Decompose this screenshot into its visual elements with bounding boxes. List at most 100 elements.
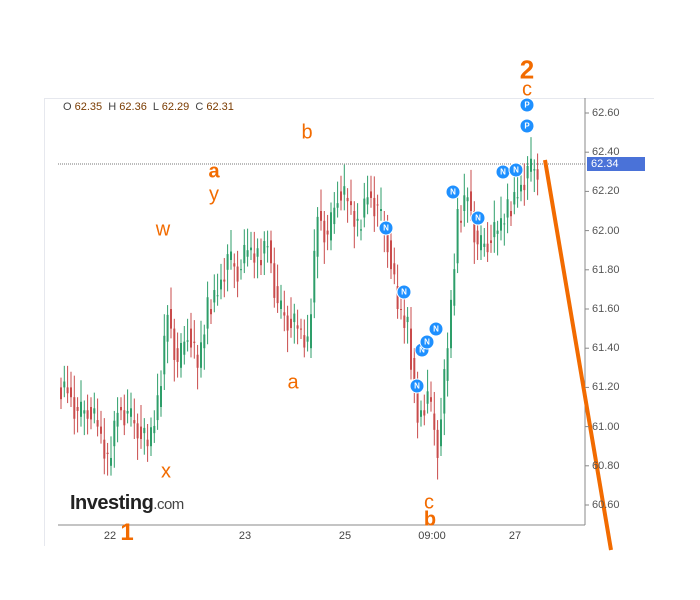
candle-body xyxy=(356,218,359,221)
candle-body xyxy=(483,243,486,247)
news-marker[interactable]: N xyxy=(508,162,524,178)
candle-body xyxy=(396,286,399,309)
news-marker[interactable]: N xyxy=(445,184,461,200)
candle-body xyxy=(290,318,292,328)
candle-body xyxy=(416,387,419,423)
wave-label: c xyxy=(424,491,434,514)
wave-label: 1 xyxy=(120,519,134,546)
candle-body xyxy=(430,397,432,402)
candle-body xyxy=(276,286,279,304)
candle-body xyxy=(66,387,69,394)
candle-body xyxy=(330,212,332,241)
candle-body xyxy=(63,381,66,388)
candle-body xyxy=(360,229,362,231)
candle-body xyxy=(433,413,436,430)
wave-label: a xyxy=(287,371,299,394)
candle-body xyxy=(320,211,322,221)
candle-body xyxy=(420,410,422,417)
candle-body xyxy=(70,387,72,398)
candle-body xyxy=(346,197,349,202)
candle-body xyxy=(76,407,79,411)
wave-label: a xyxy=(208,160,220,183)
x-tick-label: 27 xyxy=(508,530,522,542)
candle-body xyxy=(80,401,82,417)
x-tick-label: 23 xyxy=(238,530,252,542)
candle-body xyxy=(100,426,102,434)
wave-label: c xyxy=(522,78,532,101)
ohlc-readout: O 62.35 H 62.36 L 62.29 C 62.31 xyxy=(63,101,234,113)
candle-body xyxy=(520,184,522,192)
candle-body xyxy=(393,263,396,275)
candle-body xyxy=(470,191,472,211)
y-tick-label: 60.80 xyxy=(592,459,620,472)
candle-body xyxy=(206,297,209,329)
candle-body xyxy=(373,197,376,217)
candle-body xyxy=(250,247,252,251)
candle-body xyxy=(176,348,179,362)
candle-body xyxy=(513,192,516,205)
y-tick-label: 60.60 xyxy=(592,499,620,511)
candle-body xyxy=(153,425,156,434)
candle-body xyxy=(170,309,172,329)
candle-body xyxy=(113,420,116,447)
news-marker[interactable]: N xyxy=(470,210,486,226)
x-tick-label: 25 xyxy=(338,530,352,542)
candle-body xyxy=(533,169,536,171)
chart-top-border xyxy=(44,98,654,99)
candle-body xyxy=(316,216,319,257)
candle-body xyxy=(183,341,186,355)
news-marker[interactable]: N xyxy=(419,334,435,350)
candle-body xyxy=(406,316,409,323)
candle-body xyxy=(300,328,302,330)
candle-body xyxy=(216,295,219,297)
candle-body xyxy=(96,420,99,427)
candle-body xyxy=(503,223,506,225)
investing-logo: Investing.com xyxy=(70,492,184,514)
news-marker[interactable]: N xyxy=(378,220,394,236)
candle-body xyxy=(473,211,476,243)
candle-body xyxy=(390,240,392,270)
candle-body xyxy=(283,312,286,316)
candle-body xyxy=(326,230,329,235)
candle-body xyxy=(476,230,479,245)
candle-body xyxy=(480,235,482,251)
wave-label: y xyxy=(209,183,219,206)
candle-body xyxy=(156,395,159,421)
candle-body xyxy=(313,250,316,303)
y-tick-label: 61.80 xyxy=(592,263,620,276)
candle-body xyxy=(426,391,429,404)
candle-body xyxy=(256,248,259,257)
candle-body xyxy=(140,426,142,440)
candle-body xyxy=(230,251,232,260)
candle-body xyxy=(240,269,242,271)
news-marker[interactable]: P xyxy=(519,118,535,134)
news-marker[interactable]: N xyxy=(396,284,412,300)
candle-body xyxy=(310,314,312,349)
candle-body xyxy=(443,369,446,414)
news-marker[interactable]: N xyxy=(428,321,444,337)
candle-body xyxy=(466,197,469,202)
candle-body xyxy=(116,412,119,427)
candle-body xyxy=(90,407,92,420)
candle-body xyxy=(453,269,456,306)
candle-body xyxy=(490,240,492,244)
news-marker[interactable]: P xyxy=(519,97,535,113)
candle-body xyxy=(536,169,539,180)
x-tick-label: 22 xyxy=(103,530,117,542)
news-marker[interactable]: N xyxy=(409,378,425,394)
candle-body xyxy=(166,314,169,342)
candle-body xyxy=(286,315,289,331)
wave-label: 2 xyxy=(519,54,535,85)
candle-body xyxy=(306,336,309,342)
candle-body xyxy=(233,263,236,267)
candle-body xyxy=(380,209,382,211)
candle-body xyxy=(376,204,379,206)
y-tick-label: 61.20 xyxy=(592,381,620,394)
candle-body xyxy=(190,328,192,348)
candle-body xyxy=(333,207,336,225)
candle-body xyxy=(343,186,346,195)
candle-body xyxy=(110,457,112,466)
candle-body xyxy=(400,309,402,310)
candle-body xyxy=(213,290,216,303)
